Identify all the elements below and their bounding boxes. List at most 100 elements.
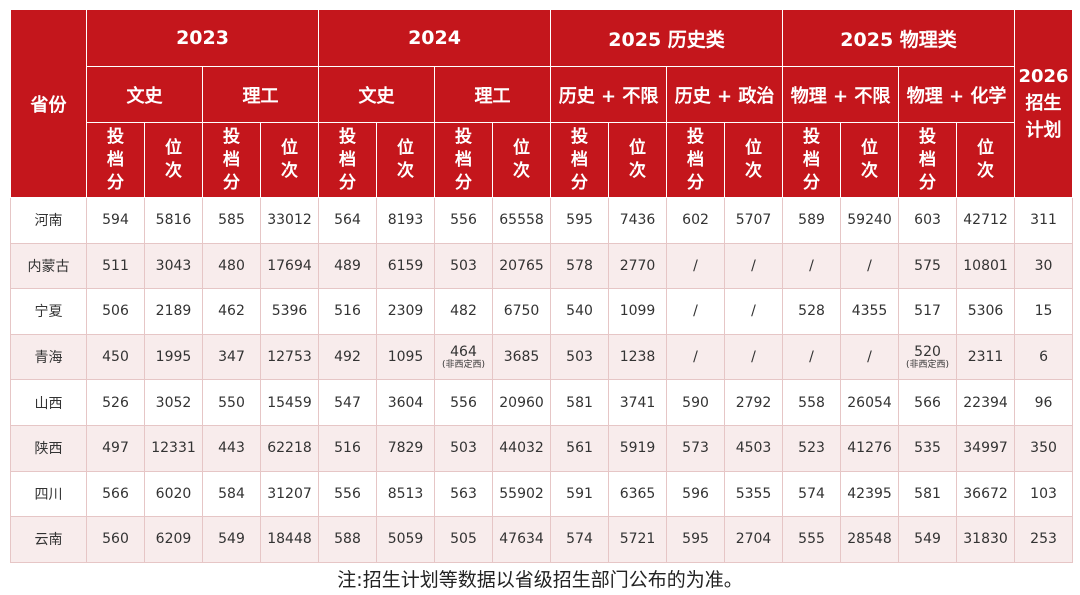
score-cell: 540 <box>550 288 610 335</box>
score-cell: 443 <box>202 424 261 472</box>
rank-cell: 20960 <box>492 379 552 426</box>
score-cell: 526 <box>86 379 145 426</box>
rank-cell: / <box>840 333 900 381</box>
score-cell: 547 <box>318 379 378 426</box>
rank-cell: 5721 <box>608 516 668 563</box>
score-cell: 581 <box>550 379 610 426</box>
rank-cell: 4355 <box>840 288 900 335</box>
rank-cell: 2311 <box>956 333 1016 381</box>
rank-cell: 7829 <box>376 424 436 472</box>
score-cell: 505 <box>434 516 494 563</box>
score-cell: 603 <box>898 197 958 244</box>
rank-cell: / <box>840 242 900 290</box>
rank-cell: 47634 <box>492 516 552 563</box>
score-cell: 492 <box>318 333 378 381</box>
province-cell: 陕西 <box>10 424 87 472</box>
score-cell: 584 <box>202 470 261 518</box>
score-cell: 523 <box>782 424 842 472</box>
score-cell: 563 <box>434 470 494 518</box>
table-row: 云南 560 6209 549 18448 588 5059 505 47634 574 5721 5… <box>10 516 1074 563</box>
score-cell: 575 <box>898 242 958 290</box>
rank-cell: 15459 <box>259 379 320 426</box>
rank-cell: 7436 <box>608 197 668 244</box>
score-cell: 347 <box>202 333 261 381</box>
plan-cell: 96 <box>1014 379 1074 426</box>
subject-group-header: 历史 + 不限 <box>550 66 668 123</box>
rank-cell: 59240 <box>840 197 900 244</box>
score-cell: 528 <box>782 288 842 335</box>
admission-table-container: 省份 2023 2024 2025 历史类 2025 物理类 2026 招生 计划 … <box>10 9 1074 563</box>
score-cell: 482 <box>434 288 494 335</box>
score-cell: 480 <box>202 242 261 290</box>
score-value: 520 <box>914 343 941 360</box>
rank-cell: 1095 <box>376 333 436 381</box>
rank-cell: 2309 <box>376 288 436 335</box>
score-column-header: 投档分 <box>782 122 842 198</box>
rank-cell: 5306 <box>956 288 1016 335</box>
rank-cell: 26054 <box>840 379 900 426</box>
rank-column-header: 位次 <box>144 122 203 198</box>
subject-group-header: 物理 + 不限 <box>782 66 900 123</box>
plan-header: 2026 招生 计划 <box>1014 9 1074 198</box>
score-cell: 596 <box>666 470 726 518</box>
score-cell: 558 <box>782 379 842 426</box>
subject-group-header: 历史 + 政治 <box>666 66 784 123</box>
subject-group-header: 理工 <box>201 66 320 123</box>
rank-cell: 3685 <box>492 333 552 381</box>
footnote: 注:招生计划等数据以省级招生部门公布的为准。 <box>337 569 743 591</box>
rank-cell: 6159 <box>376 242 436 290</box>
score-value: 464 <box>450 343 477 360</box>
score-cell: 556 <box>318 470 378 518</box>
score-cell: 581 <box>898 470 958 518</box>
plan-cell: 6 <box>1014 333 1074 381</box>
year-group-header: 2025 历史类 <box>550 9 784 67</box>
score-cell: 549 <box>202 516 261 563</box>
score-cell: 595 <box>666 516 726 563</box>
plan-cell: 253 <box>1014 516 1074 563</box>
rank-cell: 2792 <box>724 379 784 426</box>
score-cell: 566 <box>898 379 958 426</box>
rank-cell: 22394 <box>956 379 1016 426</box>
rank-column-header: 位次 <box>608 122 668 198</box>
subject-group-header: 理工 <box>434 66 552 123</box>
rank-column-header: 位次 <box>259 122 320 198</box>
score-cell: 506 <box>86 288 145 335</box>
score-cell: 511 <box>86 242 145 290</box>
rank-cell: 3604 <box>376 379 436 426</box>
rank-cell: 31207 <box>259 470 320 518</box>
score-note: (非西定西) <box>906 359 950 370</box>
rank-cell: 5355 <box>724 470 784 518</box>
score-column-header: 投档分 <box>202 122 261 198</box>
score-cell: 517 <box>898 288 958 335</box>
rank-cell: 17694 <box>259 242 320 290</box>
score-cell: 516 <box>318 288 378 335</box>
table-row: 四川 566 6020 584 31207 556 8513 563 55902 591 6365 5… <box>10 470 1074 518</box>
rank-cell: 6209 <box>144 516 203 563</box>
rank-cell: 65558 <box>492 197 552 244</box>
table-row: 青海 450 1995 347 12753 492 1095 464 (非西定西) 3685 503… <box>10 333 1074 381</box>
province-cell: 河南 <box>10 197 87 244</box>
rank-cell: 20765 <box>492 242 552 290</box>
score-cell: 574 <box>550 516 610 563</box>
score-cell: 560 <box>86 516 145 563</box>
score-cell: 489 <box>318 242 378 290</box>
score-cell: / <box>666 288 726 335</box>
rank-cell: 1238 <box>608 333 668 381</box>
score-cell: 561 <box>550 424 610 472</box>
plan-cell: 15 <box>1014 288 1074 335</box>
plan-cell: 30 <box>1014 242 1074 290</box>
score-cell: 589 <box>782 197 842 244</box>
rank-cell: 8513 <box>376 470 436 518</box>
rank-cell: 3741 <box>608 379 668 426</box>
subject-header-row: 文史 理工 文史 理工 历史 + 不限 历史 + 政治 物理 + 不限 物理 +… <box>11 66 1073 123</box>
table-row: 陕西 497 12331 443 62218 516 7829 503 44032 561 5919… <box>10 424 1074 472</box>
score-cell: 594 <box>86 197 145 244</box>
rank-cell: / <box>724 288 784 335</box>
rank-cell: 42395 <box>840 470 900 518</box>
rank-cell: 2770 <box>608 242 668 290</box>
score-column-header: 投档分 <box>86 122 145 198</box>
province-cell: 青海 <box>10 333 87 381</box>
score-cell: 520 (非西定西) <box>898 333 958 381</box>
score-column-header: 投档分 <box>550 122 610 198</box>
rank-cell: / <box>724 333 784 381</box>
